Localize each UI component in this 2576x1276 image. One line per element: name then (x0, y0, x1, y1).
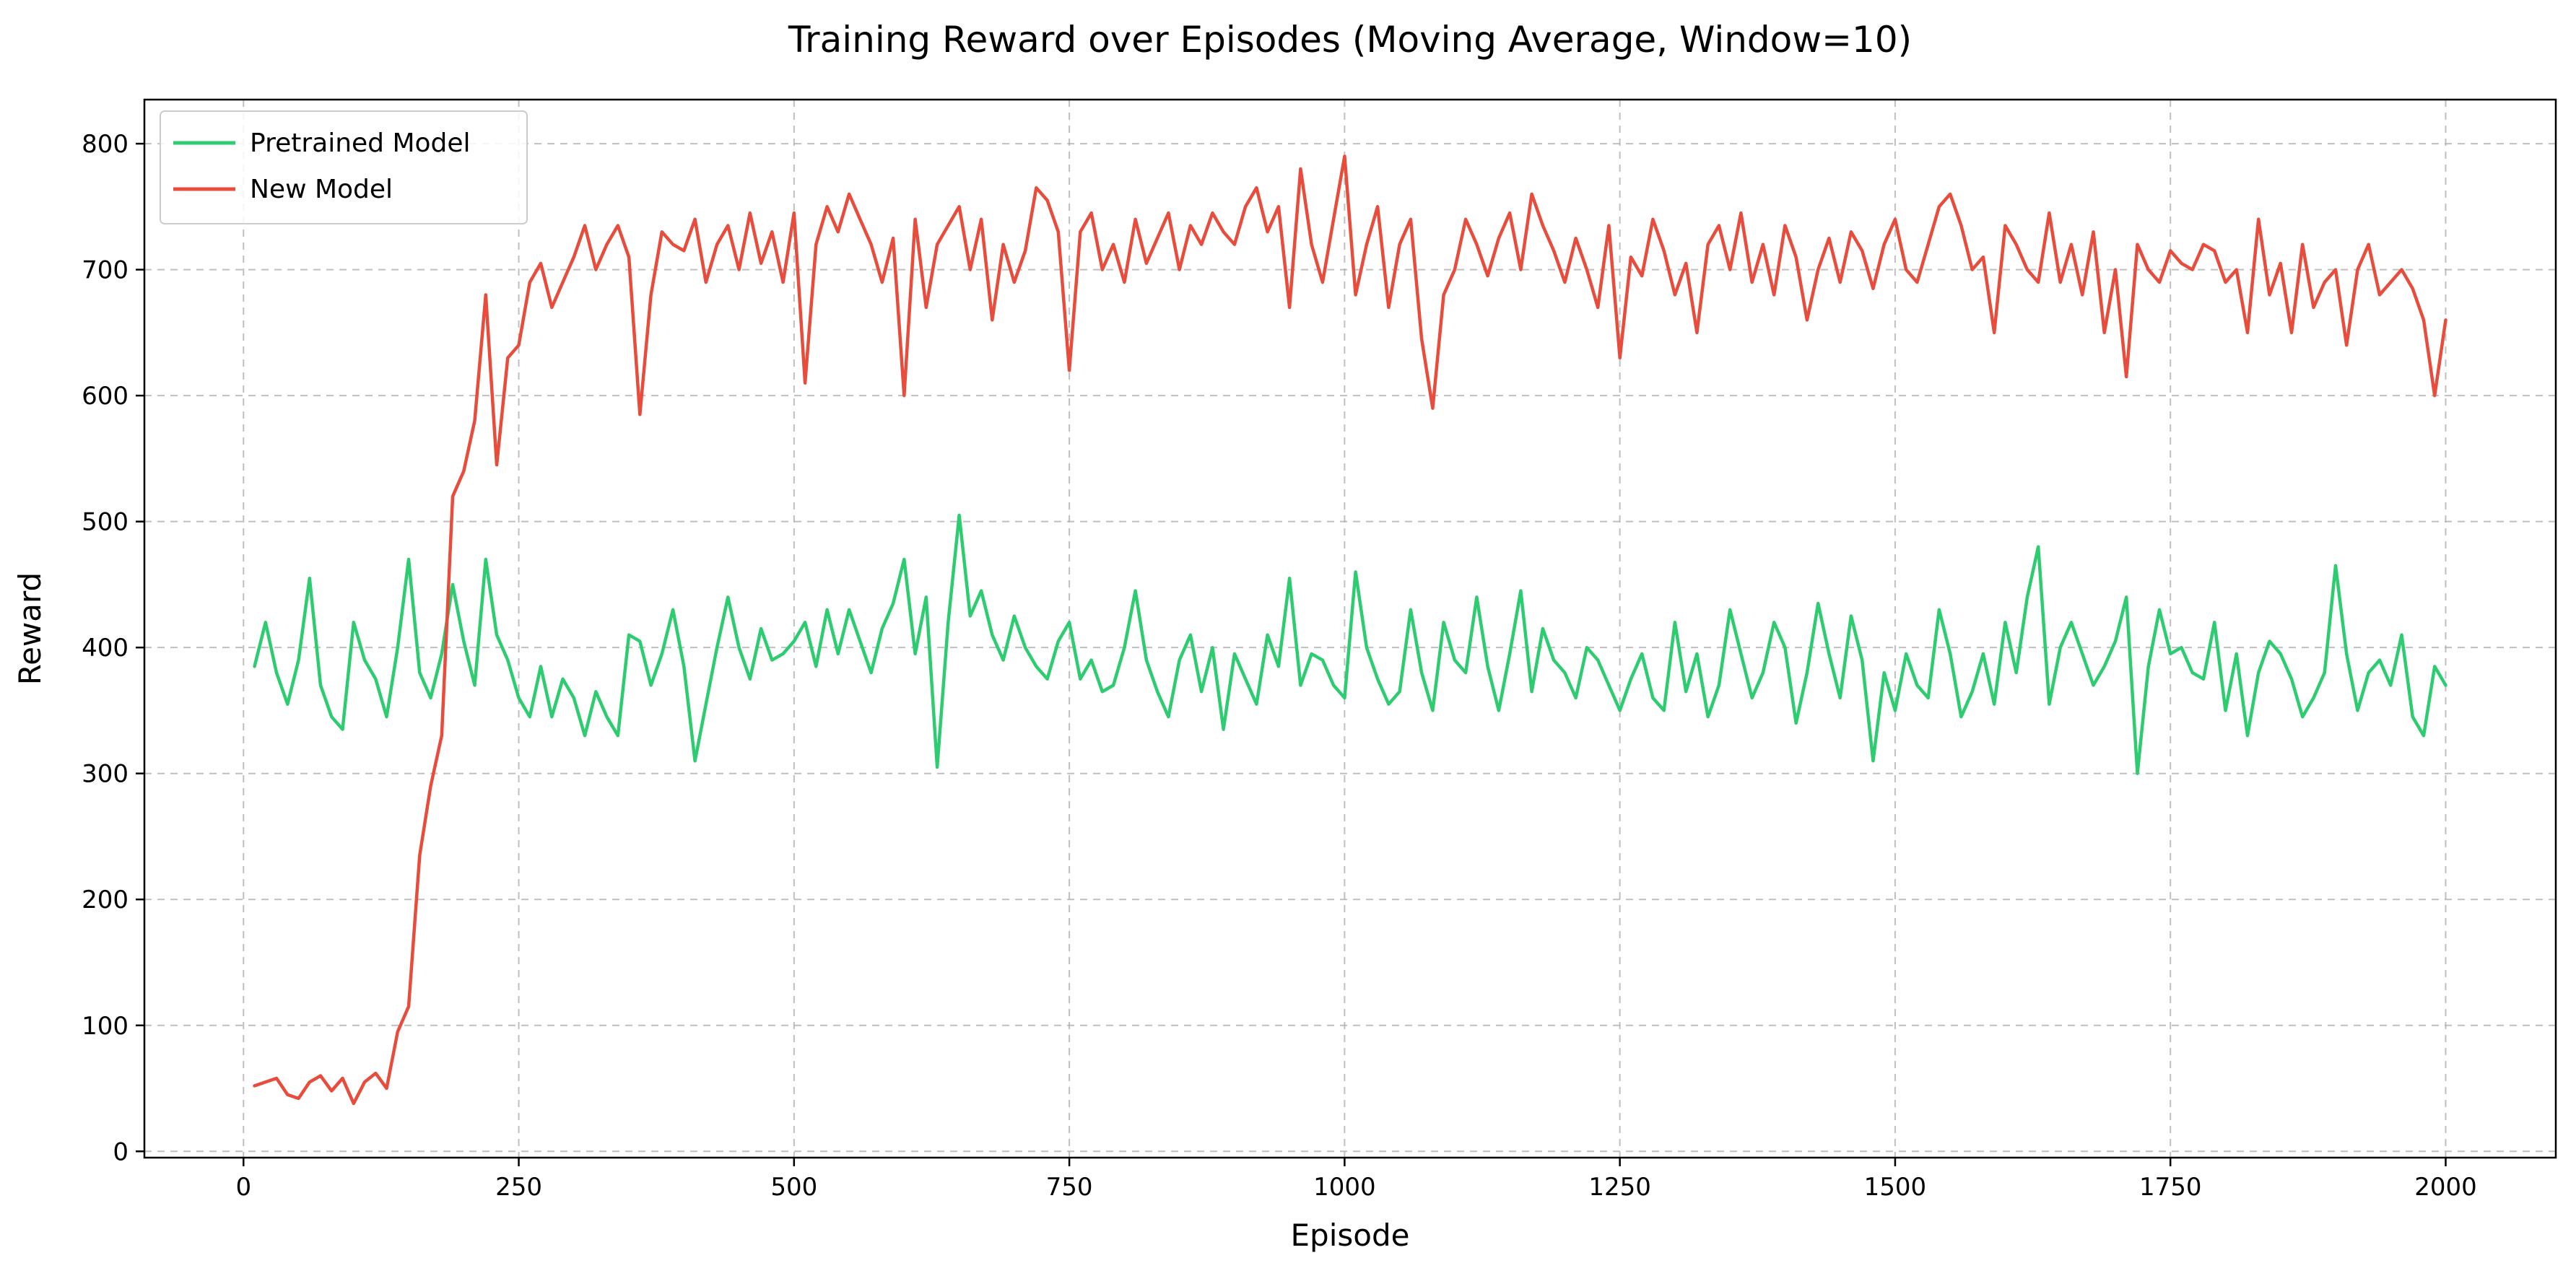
x-tick-label: 1250 (1588, 1173, 1651, 1202)
y-axis-label: Reward (12, 572, 48, 685)
x-axis-ticks: 0 250 500 750 1000 1250 1500 1750 2000 (235, 1158, 2477, 1202)
x-tick-label: 1000 (1313, 1173, 1376, 1202)
x-tick-label: 500 (770, 1173, 817, 1202)
x-tick-label: 0 (235, 1173, 251, 1202)
y-tick-label: 200 (82, 886, 129, 914)
y-tick-label: 100 (82, 1012, 129, 1041)
y-axis-ticks: 0 100 200 300 400 500 600 700 800 (82, 130, 144, 1166)
legend-box (160, 110, 528, 224)
x-tick-label: 2000 (2414, 1173, 2477, 1202)
x-tick-label: 750 (1046, 1173, 1093, 1202)
chart-title: Training Reward over Episodes (Moving Av… (788, 19, 1912, 61)
y-tick-label: 600 (82, 382, 129, 411)
y-tick-label: 700 (82, 256, 129, 285)
series-line-pretrained-model (253, 513, 2447, 775)
x-axis-label: Episode (1291, 1218, 1410, 1253)
legend-label: Pretrained Model (250, 128, 471, 158)
legend: Pretrained Model New Model (160, 110, 528, 224)
y-tick-label: 0 (113, 1137, 129, 1166)
x-tick-label: 250 (495, 1173, 542, 1202)
y-tick-label: 300 (82, 760, 129, 789)
y-tick-label: 500 (82, 508, 129, 537)
legend-label: New Model (250, 175, 393, 204)
legend-items: Pretrained Model New Model (173, 128, 471, 204)
y-tick-label: 400 (82, 634, 129, 663)
plot-frame (143, 98, 2557, 1159)
series-line-new-model (253, 154, 2447, 1106)
x-tick-label: 1500 (1864, 1173, 1927, 1202)
axes-layer (143, 98, 2557, 1159)
x-tick-label: 1750 (2139, 1173, 2202, 1202)
y-tick-label: 800 (82, 130, 129, 159)
series-layer (253, 154, 2447, 1106)
